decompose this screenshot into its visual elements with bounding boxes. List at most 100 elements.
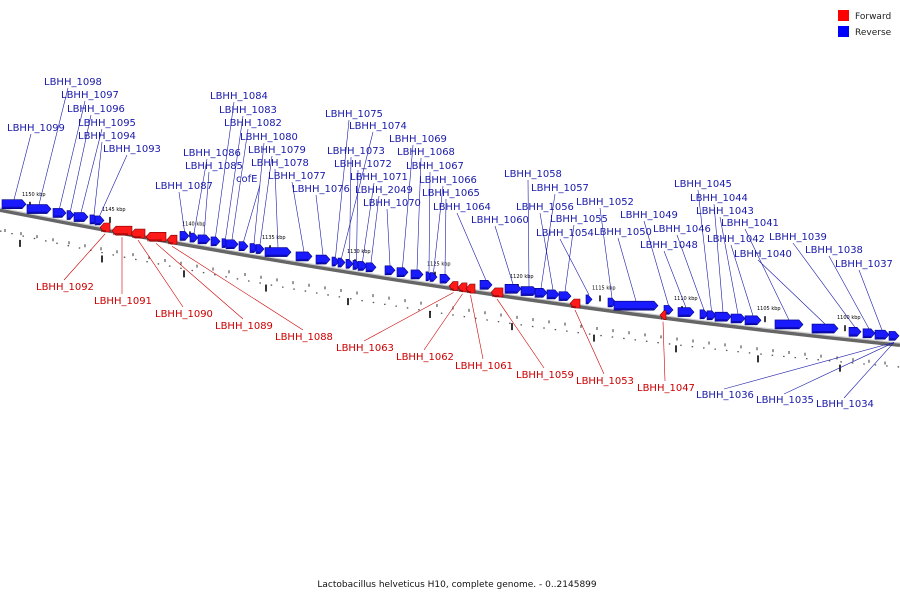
gene-arrow [848, 326, 862, 337]
gene-shadow [560, 298, 567, 301]
gene-arrow [384, 265, 396, 276]
gene-body [396, 267, 409, 278]
gene-label-reverse: LBHH_1087 [155, 181, 213, 192]
label-leader [676, 234, 705, 310]
label-leader [444, 198, 447, 275]
tick-label: 1115 kbp [592, 285, 616, 291]
gene-arrow [448, 281, 459, 291]
gene-arrow [345, 259, 354, 269]
label-leader [215, 101, 235, 237]
gene-body [811, 323, 839, 334]
gene-arrow [145, 232, 167, 242]
gene-shadow [506, 291, 517, 294]
gene-shadow [101, 230, 106, 233]
gene-shadow [412, 276, 419, 279]
gene-label-reverse: LBHH_1079 [248, 145, 306, 156]
tick-marks: 1150 kbp 1145 kbp 1140 kbp 1135 kbp 1130 kbp… [4, 192, 886, 372]
gene-arrow [130, 228, 146, 239]
gene-shadow [708, 317, 712, 320]
label-leader [713, 203, 724, 313]
gene-label-reverse: LBHH_1098 [44, 77, 102, 88]
label-leader [59, 100, 86, 209]
tick-label: 1120 kbp [510, 274, 534, 280]
label-leader [858, 269, 883, 331]
gene-arrow [410, 269, 424, 280]
gene-body [730, 313, 746, 324]
label-leader [456, 212, 487, 281]
gene-arrow [862, 328, 876, 339]
gene-label-reverse: LBHH_1039 [769, 232, 827, 243]
gene-label-reverse: LBHH_1066 [419, 175, 477, 186]
gene-shadow [522, 293, 533, 296]
gene-arrow [73, 212, 89, 222]
label-leader [253, 142, 265, 244]
gene-shadow [481, 287, 488, 290]
gene-arrow [365, 262, 377, 273]
gene-label-reverse: LBHH_1046 [653, 224, 711, 235]
gene-arrow [811, 323, 839, 334]
gene-arrow [238, 241, 249, 252]
gene-body [315, 254, 331, 265]
gene-shadow [492, 294, 499, 297]
tick-label: 1105 kbp [757, 306, 781, 312]
label-leader [63, 233, 106, 281]
label-leader [643, 220, 669, 306]
gene-arrow [699, 309, 709, 320]
gene-label-reverse: LBHH_1054 [536, 228, 594, 239]
gene-arrow [225, 239, 239, 250]
gene-arrow [99, 222, 111, 233]
gene-shadow [354, 267, 356, 270]
label-leader [171, 245, 304, 331]
gene-label-reverse: LBHH_1071 [350, 172, 408, 183]
tick-label: 1135 kbp [262, 235, 286, 241]
gene-shadow [716, 319, 727, 322]
gene-arrow [659, 310, 667, 320]
gene-body [848, 326, 862, 337]
gene-arrow [558, 291, 572, 301]
label-leader [757, 259, 826, 325]
gene-label-reverse: LBHH_1042 [707, 234, 765, 245]
label-leader [433, 185, 444, 273]
gene-label-forward: LBHH_1089 [215, 321, 273, 332]
gene-body [255, 244, 265, 254]
label-leader [137, 239, 184, 308]
gene-arrow [613, 300, 659, 311]
gene-body [345, 259, 354, 269]
gene-arrow [52, 208, 67, 218]
gene-shadow [386, 272, 391, 275]
gene-label-reverse: LBHH_1037 [835, 259, 893, 270]
gene-body [448, 281, 459, 291]
gene-body [337, 257, 346, 268]
gene-label-reverse: LBHH_1073 [327, 146, 385, 157]
gene-label-reverse: LBHH_1065 [422, 188, 480, 199]
label-leader [559, 238, 590, 296]
label-leader [362, 182, 375, 262]
gene-shadow [890, 338, 895, 341]
gene-shadow [441, 281, 446, 284]
gene-label-forward: LBHH_1059 [516, 370, 574, 381]
tick-label: 1130 kbp [347, 249, 371, 255]
legend-reverse-label: Reverse [855, 28, 892, 38]
gene-body [558, 291, 572, 301]
gene-label-reverse: LBHH_1055 [550, 214, 608, 225]
gene-shadow [251, 250, 254, 253]
gene-shadow [132, 236, 141, 239]
gene-arrow [429, 272, 438, 282]
gene-label-reverse: LBHH_1064 [433, 202, 491, 213]
gene-shadow [266, 254, 287, 257]
label-leader [370, 195, 380, 263]
gene-shadow [113, 233, 128, 236]
gene-body [457, 282, 468, 293]
gene-body [744, 315, 762, 326]
gene-shadow [297, 258, 308, 261]
gene-arrow [490, 287, 504, 298]
gene-body [546, 289, 560, 300]
gene-shadow [339, 265, 341, 268]
gene-shadow [587, 301, 588, 304]
gene-arrow [439, 273, 451, 284]
tick-label: 1145 kbp [102, 207, 126, 213]
gene-shadow [876, 337, 885, 340]
gene-arrow [465, 283, 476, 294]
gene-shadow [571, 305, 576, 308]
gene-body [357, 261, 368, 271]
